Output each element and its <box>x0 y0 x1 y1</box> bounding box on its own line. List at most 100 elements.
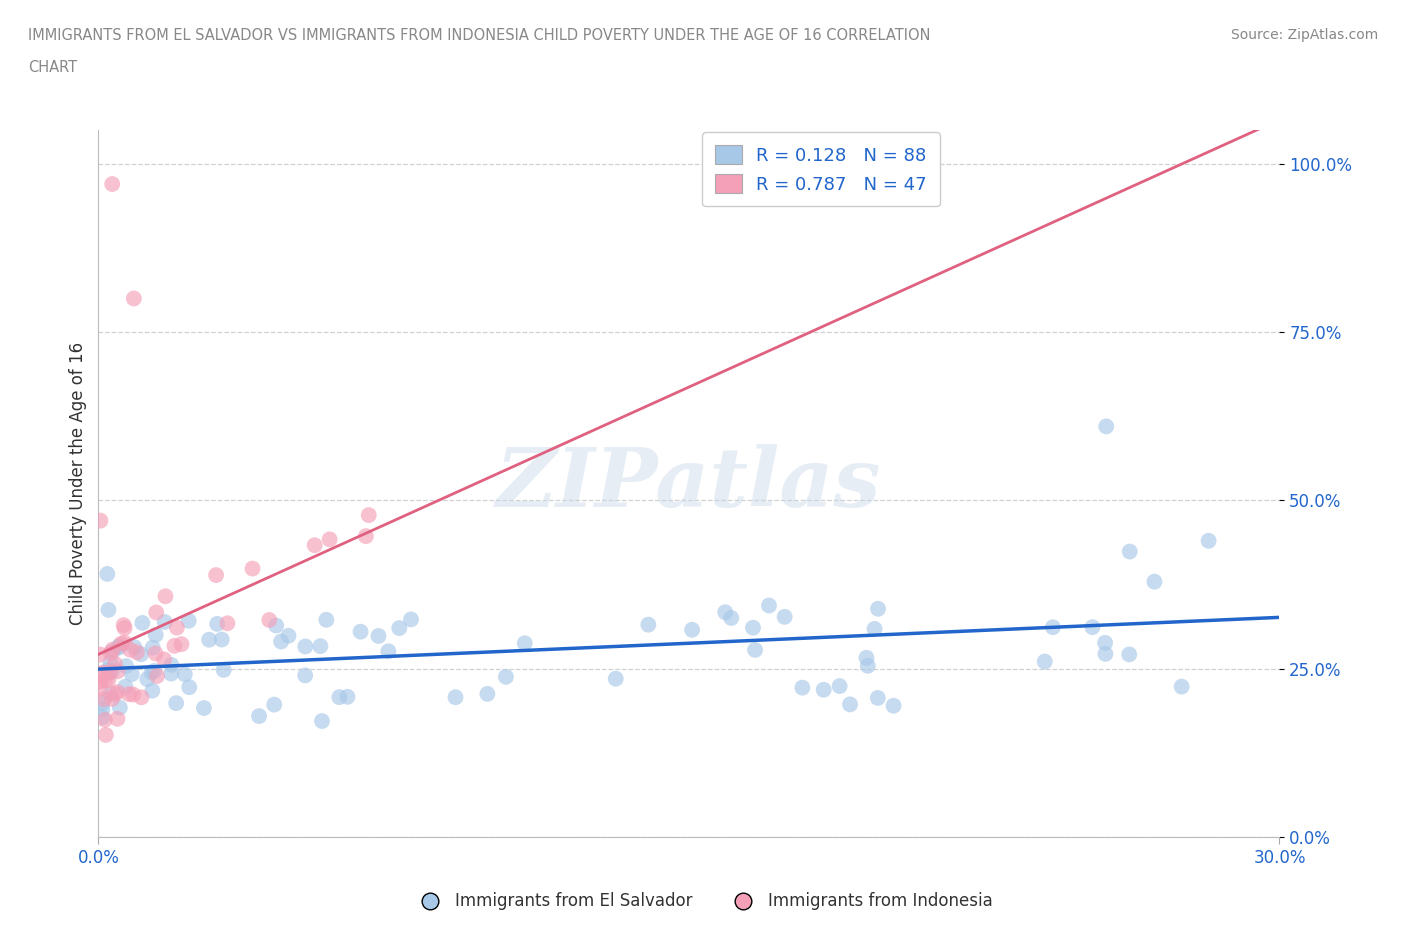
Point <box>165 696 187 711</box>
Point <box>399 612 422 627</box>
Point <box>145 646 167 661</box>
Point <box>242 561 264 576</box>
Point <box>89 682 111 697</box>
Point <box>1094 635 1116 650</box>
Point <box>100 664 122 679</box>
Point <box>792 680 814 695</box>
Point <box>264 618 287 633</box>
Point <box>94 727 117 742</box>
Point <box>98 686 121 701</box>
Point <box>315 612 337 627</box>
Point <box>97 672 120 687</box>
Point <box>97 662 120 677</box>
Point <box>605 671 627 686</box>
Point <box>367 629 389 644</box>
Point <box>863 621 886 636</box>
Point <box>179 680 201 695</box>
Point <box>205 567 228 582</box>
Point <box>744 643 766 658</box>
Point <box>146 669 169 684</box>
Point <box>100 645 122 660</box>
Point <box>89 666 111 681</box>
Point <box>155 589 177 604</box>
Point <box>1170 679 1192 694</box>
Text: IMMIGRANTS FROM EL SALVADOR VS IMMIGRANTS FROM INDONESIA CHILD POVERTY UNDER THE: IMMIGRANTS FROM EL SALVADOR VS IMMIGRANT… <box>28 28 931 43</box>
Point <box>124 640 146 655</box>
Point <box>100 655 122 670</box>
Point <box>120 643 142 658</box>
Point <box>1094 646 1116 661</box>
Point <box>247 709 270 724</box>
Point <box>173 667 195 682</box>
Point <box>1198 534 1220 549</box>
Point <box>112 618 135 632</box>
Point <box>96 566 118 581</box>
Point <box>153 615 176 630</box>
Point <box>141 665 163 680</box>
Point <box>513 636 536 651</box>
Point <box>125 644 148 659</box>
Text: Source: ZipAtlas.com: Source: ZipAtlas.com <box>1230 28 1378 42</box>
Point <box>855 650 877 665</box>
Point <box>108 640 131 655</box>
Point <box>141 684 163 698</box>
Point <box>107 684 129 699</box>
Point <box>318 532 340 547</box>
Point <box>143 663 166 678</box>
Point <box>97 603 120 618</box>
Point <box>89 513 111 528</box>
Point <box>101 691 124 706</box>
Point <box>270 634 292 649</box>
Point <box>94 712 117 727</box>
Point <box>720 610 742 625</box>
Point <box>114 635 136 650</box>
Point <box>205 617 228 631</box>
Point <box>122 687 145 702</box>
Point <box>101 177 124 192</box>
Point <box>89 674 111 689</box>
Point <box>212 662 235 677</box>
Point <box>131 690 153 705</box>
Point <box>163 638 186 653</box>
Point <box>773 609 796 624</box>
Point <box>444 690 467 705</box>
Point <box>170 637 193 652</box>
Point <box>110 636 132 651</box>
Point <box>294 639 316 654</box>
Point <box>263 698 285 712</box>
Point <box>101 644 124 659</box>
Point <box>839 697 862 711</box>
Point <box>118 686 141 701</box>
Point <box>136 671 159 686</box>
Point <box>193 700 215 715</box>
Point <box>354 528 377 543</box>
Point <box>813 683 835 698</box>
Point <box>93 692 115 707</box>
Point <box>121 667 143 682</box>
Point <box>277 629 299 644</box>
Point <box>495 670 517 684</box>
Point <box>883 698 905 713</box>
Point <box>114 679 136 694</box>
Text: CHART: CHART <box>28 60 77 75</box>
Point <box>377 644 399 658</box>
Point <box>828 679 851 694</box>
Point <box>129 647 152 662</box>
Point <box>357 508 380 523</box>
Y-axis label: Child Poverty Under the Age of 16: Child Poverty Under the Age of 16 <box>69 342 87 625</box>
Point <box>1042 619 1064 634</box>
Point <box>866 690 889 705</box>
Point <box>107 639 129 654</box>
Point <box>856 658 879 673</box>
Point <box>1081 619 1104 634</box>
Point <box>217 616 239 631</box>
Point <box>107 711 129 726</box>
Text: ZIPatlas: ZIPatlas <box>496 444 882 524</box>
Point <box>311 713 333 728</box>
Point <box>94 673 117 688</box>
Point <box>714 604 737 619</box>
Point <box>477 686 499 701</box>
Point <box>91 710 114 724</box>
Point <box>91 696 114 711</box>
Point <box>866 602 889 617</box>
